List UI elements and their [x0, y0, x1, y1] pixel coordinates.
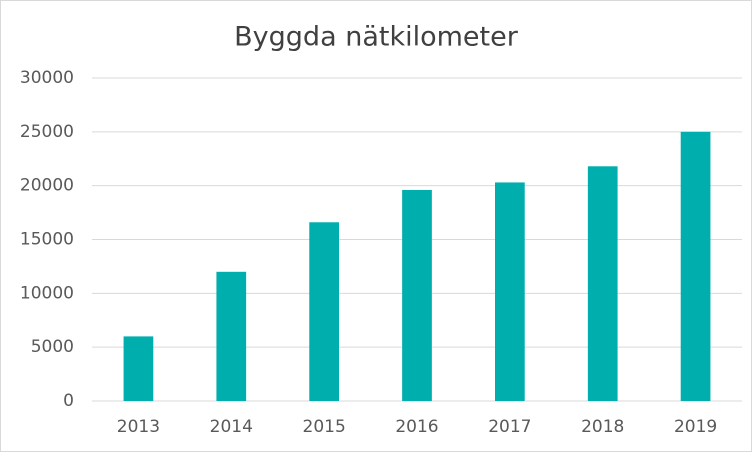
bar	[309, 222, 339, 401]
x-tick-label: 2019	[674, 417, 717, 437]
y-tick-label: 30000	[20, 68, 74, 88]
bar	[495, 182, 525, 401]
bar	[402, 189, 432, 401]
bar	[216, 271, 247, 401]
y-tick-label: 5000	[31, 337, 74, 357]
x-tick-label: 2017	[488, 417, 531, 437]
x-tick-label: 2014	[210, 417, 253, 437]
bar	[587, 166, 618, 401]
bar	[123, 336, 154, 401]
x-tick-label: 2016	[395, 417, 438, 437]
x-tick-label: 2013	[117, 417, 160, 437]
x-tick-label: 2018	[581, 417, 624, 437]
x-tick-label: 2015	[303, 417, 346, 437]
bar	[680, 131, 711, 402]
y-tick-label: 15000	[20, 230, 74, 250]
y-tick-label: 0	[63, 391, 74, 411]
y-tick-label: 20000	[20, 176, 74, 196]
chart-title: Byggda nätkilometer	[234, 22, 519, 53]
y-tick-label: 10000	[20, 283, 74, 303]
y-tick-label: 25000	[20, 122, 74, 142]
